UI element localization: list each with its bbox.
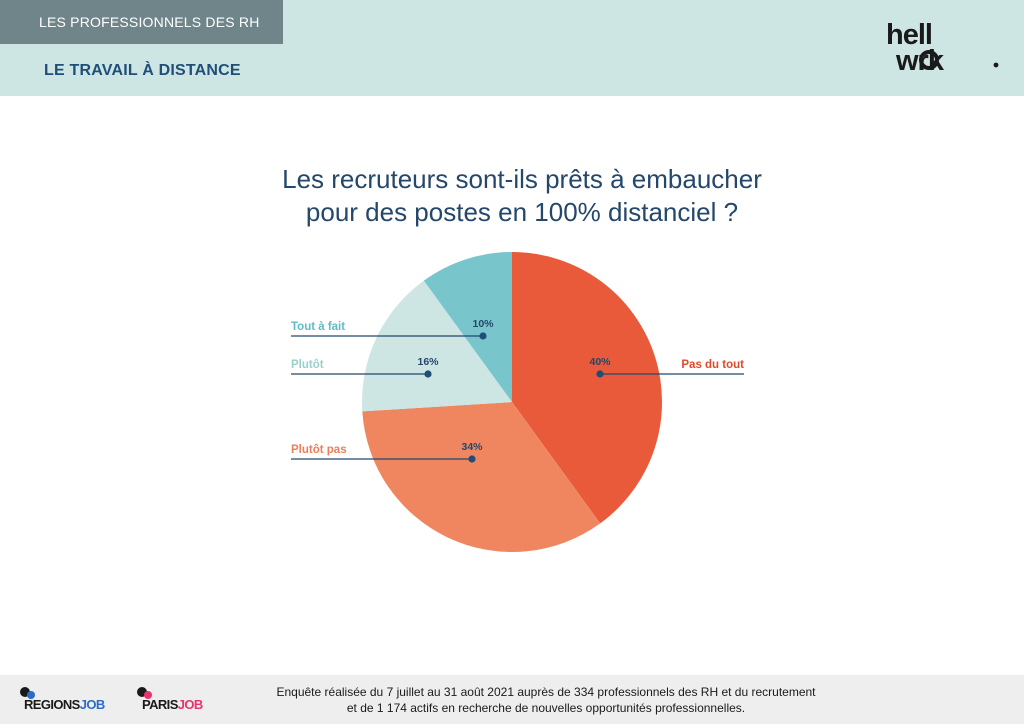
legend-label: Plutôt — [291, 359, 324, 371]
pie-chart: 40% Pas du tout 34% Plutôt pas 16% Plutôt 10% T… — [291, 252, 744, 552]
source-note-line2: et de 1 174 actifs en recherche de nouve… — [346, 701, 746, 715]
chart-title: Les recruteurs sont-ils prêts à embauche… — [212, 163, 832, 229]
data-label: 40% — [589, 356, 611, 368]
pie-slice-pas-du-tout — [512, 252, 662, 524]
svg-text:REGIONSJOB: REGIONSJOB — [24, 697, 105, 712]
parisjob-logo: PARISJOB — [137, 687, 204, 712]
category-tag: LES PROFESSIONNELS DES RH — [0, 0, 283, 44]
logo-dot — [993, 62, 999, 68]
parisjob-text-a: PARIS — [142, 697, 179, 712]
data-label: 34% — [461, 441, 483, 453]
regionsjob-text-b: JOB — [80, 697, 105, 712]
legend-label: Pas du tout — [681, 359, 744, 371]
slice-marker-dot — [424, 370, 432, 378]
regionsjob-text-a: REGIONS — [24, 697, 81, 712]
chart-title-line1: Les recruteurs sont-ils prêts à embauche… — [282, 164, 762, 194]
logo-text-top: hell — [886, 19, 932, 51]
hellowork-logo: hell wrk — [886, 19, 999, 74]
slice-marker-dot — [479, 332, 487, 340]
footer: REGIONSJOB PARISJOB Enquête réalisée du … — [0, 675, 1024, 724]
section-title: LE TRAVAIL À DISTANCE — [44, 62, 241, 79]
pie-slice-tout-fait — [423, 252, 512, 402]
regionsjob-logo: REGIONSJOB — [20, 687, 106, 712]
legend-label: Tout à fait — [291, 321, 345, 333]
data-label: 10% — [472, 318, 494, 330]
chart-title-line2: pour des postes en 100% distanciel ? — [305, 197, 739, 227]
pie-slice-plut-t-pas — [362, 402, 601, 552]
slice-marker-dot — [596, 370, 604, 378]
data-label: 16% — [417, 356, 439, 368]
parisjob-text-b: JOB — [178, 697, 203, 712]
logo-o-circle — [919, 50, 939, 70]
pie-slice-plut-t — [362, 280, 512, 412]
svg-text:PARISJOB: PARISJOB — [142, 697, 203, 712]
legend-label: Plutôt pas — [291, 444, 347, 456]
header-band: LES PROFESSIONNELS DES RH LE TRAVAIL À D… — [0, 0, 1024, 96]
slice-marker-dot — [468, 455, 476, 463]
source-note: Enquête réalisée du 7 juillet au 31 août… — [246, 684, 846, 716]
source-note-line1: Enquête réalisée du 7 juillet au 31 août… — [276, 685, 816, 699]
